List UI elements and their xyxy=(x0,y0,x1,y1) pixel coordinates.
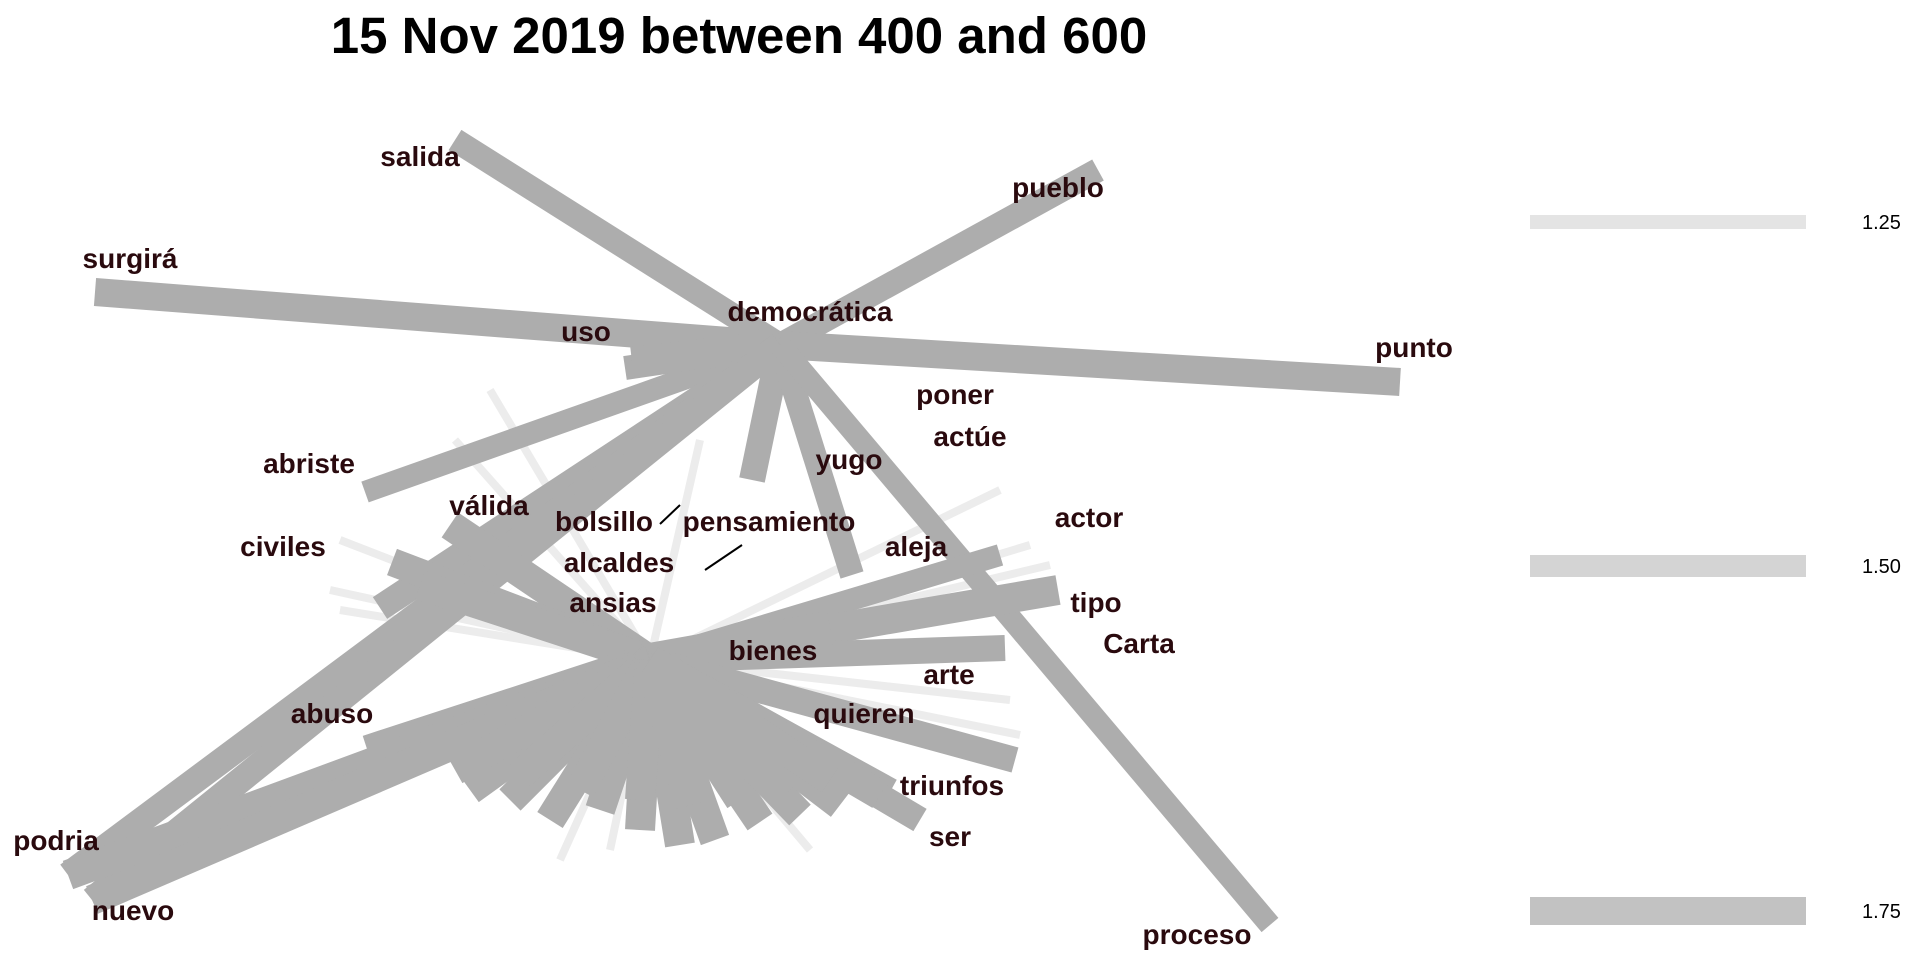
word-bolsillo: bolsillo xyxy=(555,506,653,537)
legend-label: 1.75 xyxy=(1862,901,1901,923)
word-aleja: aleja xyxy=(885,531,948,562)
edge-democrática-salida xyxy=(448,129,787,356)
word-válida: válida xyxy=(449,490,529,521)
word-actúe: actúe xyxy=(933,421,1006,452)
legend-label: 1.50 xyxy=(1862,556,1901,578)
leader-lines xyxy=(659,504,743,571)
word-pensamiento: pensamiento xyxy=(683,506,856,537)
word-surgirá: surgirá xyxy=(83,243,178,274)
word-triunfos: triunfos xyxy=(900,770,1004,801)
word-abriste: abriste xyxy=(263,448,355,479)
word-pueblo: pueblo xyxy=(1012,172,1104,203)
edge-democrática-abriste xyxy=(361,334,784,503)
edge-bienes xyxy=(647,611,833,677)
word-yugo: yugo xyxy=(816,444,883,475)
legend-swatch xyxy=(1530,555,1806,577)
word-poner: poner xyxy=(916,379,994,410)
word-civiles: civiles xyxy=(240,531,326,562)
word-alcaldes: alcaldes xyxy=(564,547,675,578)
word-bienes: bienes xyxy=(729,635,818,666)
edge-alcaldes xyxy=(415,570,655,675)
word-arte: arte xyxy=(923,659,974,690)
word-tipo: tipo xyxy=(1070,587,1121,618)
word-salida: salida xyxy=(380,141,460,172)
edge-spoke xyxy=(641,647,839,793)
word-podria: podria xyxy=(13,825,99,856)
word-ansias: ansias xyxy=(569,587,656,618)
edge-democrática-surgirá xyxy=(93,278,782,359)
legend-label: 1.25 xyxy=(1862,212,1901,234)
word-punto: punto xyxy=(1375,332,1453,363)
leader-line-pensamiento xyxy=(704,544,743,571)
edge-democrática-aleja xyxy=(768,341,864,579)
legend-swatch xyxy=(1530,215,1806,229)
leader-line-bolsillo xyxy=(659,504,681,525)
word-labels: salida pueblo surgirá uso democrática punto po… xyxy=(13,141,1453,950)
graph-title: 15 Nov 2019 between 400 and 600 xyxy=(330,7,1148,64)
edge-arte xyxy=(646,647,1019,773)
legend-swatch xyxy=(1530,897,1806,925)
edges xyxy=(60,129,1401,933)
word-uso: uso xyxy=(561,316,611,347)
word-proceso: proceso xyxy=(1143,919,1252,950)
edge-democrática-proceso xyxy=(771,337,1279,933)
edge-democrática-pueblo xyxy=(774,159,1104,356)
edge-democrática-punto xyxy=(779,331,1401,396)
word-ser: ser xyxy=(929,821,971,852)
edge-weight-legend: 1.25 1.50 1.75 xyxy=(1530,212,1901,925)
word-actor: actor xyxy=(1055,502,1124,533)
faint-edge xyxy=(646,439,704,661)
word-abuso: abuso xyxy=(291,698,373,729)
word-Carta: Carta xyxy=(1103,628,1175,659)
word-quieren: quieren xyxy=(813,698,914,729)
word-nuevo: nuevo xyxy=(92,895,174,926)
word-democrática: democrática xyxy=(728,296,893,327)
edge-democrática-nuevo xyxy=(83,334,789,911)
